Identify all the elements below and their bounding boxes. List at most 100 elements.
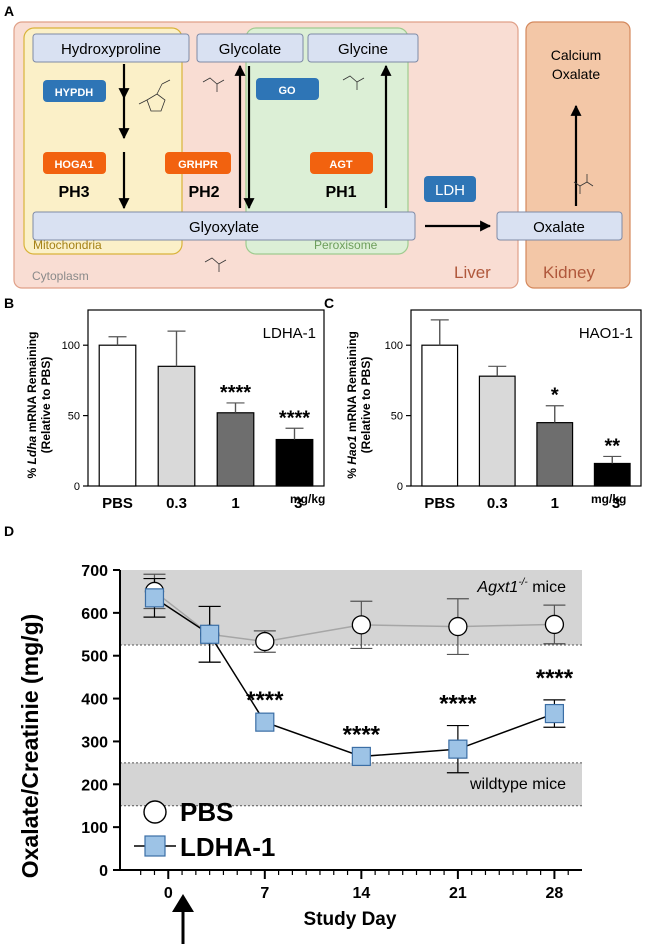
panel-c-frame xyxy=(410,309,642,487)
panel-c-category-0: PBS xyxy=(424,495,455,512)
glyoxylate-label: Glyoxylate xyxy=(189,219,259,236)
hypdh-enzyme xyxy=(43,80,106,102)
hydroxyproline-structure xyxy=(138,79,171,112)
ldha-significance-4: **** xyxy=(439,691,477,718)
svg-text:% Hao1 mRNA Remaining: % Hao1 mRNA Remaining xyxy=(345,331,359,479)
panel-b-significance-3: **** xyxy=(279,407,310,429)
panel-d-ytick-label-7: 700 xyxy=(81,563,108,580)
panel-a: A Mitochondria Peroxisome Cytoplasm Live… xyxy=(4,3,631,289)
panel-c-significance-2: * xyxy=(551,385,559,407)
panel-b-bar-1 xyxy=(157,365,196,487)
ldh-enzyme xyxy=(424,176,476,202)
panel-d-xtick-label-2: 14 xyxy=(352,885,370,902)
calcium-oxalate-label-line1: Calcium xyxy=(551,47,602,63)
panel-a-label: A xyxy=(4,3,14,19)
panel-c-ylabel-gene: Hao1 xyxy=(345,435,359,465)
legend-pbs-marker xyxy=(143,800,167,824)
glycolate-structure xyxy=(202,77,225,92)
panel-c-bar-2 xyxy=(536,422,574,487)
agt-enzyme xyxy=(310,152,373,174)
panel-d-xtick-label-1: 7 xyxy=(260,885,269,902)
go-enzyme xyxy=(256,78,319,100)
agxt1-band-label-rest: mice xyxy=(528,579,566,596)
peroxisome-label: Peroxisome xyxy=(314,238,378,252)
glycolate-label: Glycolate xyxy=(219,41,282,58)
ldha-point-3 xyxy=(351,746,371,767)
panel-b-category-0: PBS xyxy=(102,495,133,512)
oxalate-box xyxy=(496,211,623,241)
agxt1-band xyxy=(120,570,582,645)
oxalate-structure xyxy=(573,174,594,194)
panel-b-label: B xyxy=(4,295,14,311)
panel-d-ytick-label-1: 100 xyxy=(81,820,108,837)
panel-c-ylabel: % Hao1 mRNA Remaining (Relative to PBS) xyxy=(345,331,373,479)
panel-c-category-3: 3 xyxy=(612,495,620,512)
grhpr-enzyme xyxy=(165,152,231,174)
panel-c-title: HAO1-1 xyxy=(579,325,633,342)
panel-d-ytick-label-5: 500 xyxy=(81,649,108,666)
panel-d-xlabel: Study Day xyxy=(304,909,397,930)
ldha-point-0 xyxy=(144,588,165,608)
legend-ldha-label: LDHA-1 xyxy=(180,832,275,862)
panel-c-chart: C % Hao1 mRNA Remaining (Relative to PBS… xyxy=(324,295,642,512)
panel-b-bar-2 xyxy=(216,412,255,487)
panel-d-xtick-label-4: 28 xyxy=(546,885,564,902)
panel-b-bar-0 xyxy=(98,344,137,487)
panel-c-significance-3: ** xyxy=(604,435,620,457)
pbs-point-2 xyxy=(255,631,275,652)
glyoxylate-box xyxy=(32,211,416,241)
panel-b-frame xyxy=(87,309,325,487)
panel-b-category-2: 1 xyxy=(231,495,239,512)
hypdh-label: HYPDH xyxy=(55,87,94,99)
ldha-point-5 xyxy=(544,703,565,724)
panel-d-chart: D Oxalate/Creatinie (mg/g) Study Day 0 10… xyxy=(4,523,582,944)
cytoplasm-label: Cytoplasm xyxy=(32,269,89,283)
panel-b-bar-3 xyxy=(275,438,314,487)
ldha-significance-5: **** xyxy=(536,665,574,692)
svg-text:% Ldha mRNA Remaining: % Ldha mRNA Remaining xyxy=(25,332,39,479)
panel-c-ylabel-suffix: mRNA Remaining xyxy=(345,331,359,435)
glycine-structure xyxy=(342,75,365,90)
panel-b-ytick-label-1: 50 xyxy=(68,411,80,423)
panel-d-label: D xyxy=(4,523,14,539)
go-label: GO xyxy=(278,85,296,97)
panel-d-ytick-label-6: 600 xyxy=(81,606,108,623)
panel-b-title: LDHA-1 xyxy=(263,325,316,342)
legend-pbs-label: PBS xyxy=(180,797,233,827)
panel-c-label: C xyxy=(324,295,334,311)
ph3-label: PH3 xyxy=(58,184,89,201)
panel-b-ytick-label-2: 100 xyxy=(62,340,80,352)
panel-c-ytick-label-1: 50 xyxy=(391,411,403,423)
ldha-point-4 xyxy=(448,739,468,759)
panel-c-category-1: 0.3 xyxy=(487,495,508,512)
pbs-point-5 xyxy=(544,614,565,635)
agxt1-band-label-sup: -/- xyxy=(518,577,528,588)
ldha-significance-2: **** xyxy=(246,687,284,714)
panel-c-ytick-label-0: 0 xyxy=(397,481,403,493)
grhpr-label: GRHPR xyxy=(178,159,218,171)
ldha-significance-3: **** xyxy=(343,721,381,748)
ldh-label: LDH xyxy=(435,182,465,199)
panel-b-category-1: 0.3 xyxy=(166,495,187,512)
glycine-box xyxy=(307,33,419,63)
panel-d-ytick-label-3: 300 xyxy=(81,734,108,751)
mitochondria-label: Mitochondria xyxy=(33,238,102,252)
glyoxylate-structure xyxy=(204,257,227,272)
panel-d-xtick-label-3: 21 xyxy=(449,885,467,902)
wildtype-band-label: wildtype mice xyxy=(469,776,566,793)
hydroxyproline-label: Hydroxyproline xyxy=(61,41,161,58)
liver-label: Liver xyxy=(454,263,491,282)
panel-b-significance-2: **** xyxy=(220,382,251,404)
dosing-arrow-head xyxy=(172,894,194,912)
panel-c-bar-3 xyxy=(593,462,631,487)
panel-c-ytick-label-2: 100 xyxy=(385,340,403,352)
panel-b-ylabel: % Ldha mRNA Remaining (Relative to PBS) xyxy=(25,332,53,479)
panel-c-unit: mg/kg xyxy=(591,492,626,506)
panel-d-xtick-label-0: 0 xyxy=(164,885,173,902)
panel-c-category-2: 1 xyxy=(551,495,559,512)
agxt1-band-label: Agxt1-/- mice xyxy=(476,577,566,596)
pbs-point-4 xyxy=(448,616,468,637)
ph2-label: PH2 xyxy=(188,184,219,201)
glycine-label: Glycine xyxy=(338,41,388,58)
